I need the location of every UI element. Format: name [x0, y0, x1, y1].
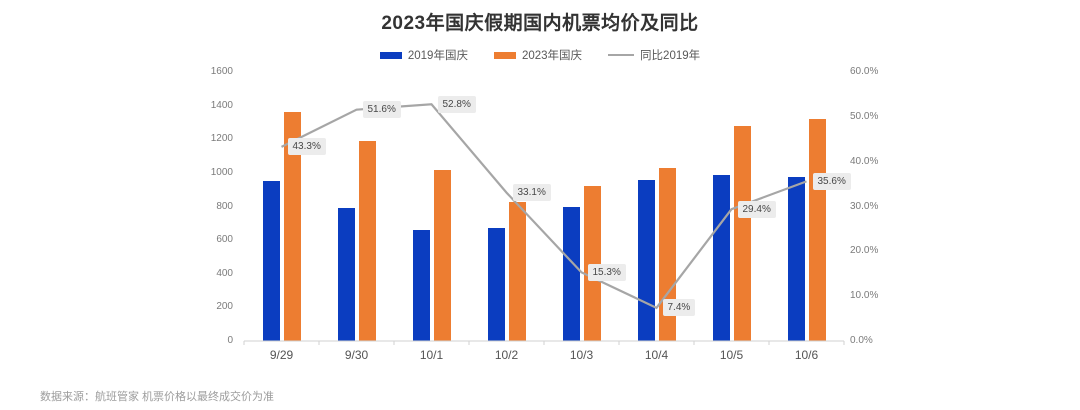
x-axis-category-label: 10/5: [719, 348, 744, 362]
legend: 2019年国庆 2023年国庆 同比2019年: [0, 47, 1080, 63]
bar-2019年国庆-10/1: [412, 230, 430, 341]
y-axis-left-tick-label: 1200: [210, 133, 233, 145]
x-axis-category-label: 9/29: [269, 348, 294, 362]
x-axis-category-label: 10/6: [794, 348, 819, 362]
yoy-data-label: 43.3%: [287, 138, 326, 156]
legend-label-2019: 2019年国庆: [407, 50, 468, 62]
legend-label-2023: 2023年国庆: [521, 50, 583, 62]
y-axis-right-tick-label: 60.0%: [850, 66, 879, 77]
bar-2023年国庆-10/3: [583, 186, 601, 341]
x-axis-category-label: 9/30: [344, 348, 369, 362]
yoy-data-label: 15.3%: [587, 263, 626, 281]
bar-2019年国庆-9/30: [337, 208, 355, 341]
y-axis-left-tick-label: 800: [216, 200, 233, 212]
x-axis-category-label: 10/1: [419, 348, 444, 362]
legend-label-yoy: 同比2019年: [640, 50, 701, 62]
bar-2019年国庆-10/2: [487, 228, 505, 341]
bar-2023年国庆-9/30: [358, 140, 376, 341]
y-axis-right-tick-label: 20.0%: [850, 245, 879, 257]
yoy-data-label: 52.8%: [437, 95, 476, 113]
y-axis-right-tick-label: 30.0%: [850, 200, 879, 212]
yoy-data-label: 29.4%: [737, 200, 776, 218]
y-axis-left-tick-label: 1400: [210, 99, 233, 111]
bar-2019年国庆-10/3: [562, 206, 580, 341]
bar-2023年国庆-10/5: [733, 125, 751, 341]
x-axis-category-label: 10/3: [569, 348, 594, 362]
bar-2023年国庆-10/2: [508, 202, 526, 341]
yoy-data-label: 51.6%: [362, 101, 401, 119]
bar-2023年国庆-10/1: [433, 170, 451, 341]
y-axis-left-tick-label: 1000: [210, 166, 233, 178]
y-axis-right-tick-label: 50.0%: [850, 110, 879, 122]
yoy-trend-line: [281, 103, 807, 310]
y-axis-left-tick-label: 200: [216, 301, 233, 313]
bar-2019年国庆-10/6: [787, 177, 805, 341]
y-axis-right-tick-label: 40.0%: [850, 155, 879, 167]
legend-swatch-2019-icon: [379, 51, 402, 59]
data-source-note: 数据来源：航班管家 机票价格以最终成交价为准: [40, 391, 275, 403]
x-axis-category-label: 10/2: [494, 348, 519, 362]
yoy-data-label: 33.1%: [512, 184, 551, 202]
chart-title: 2023年国庆假期国内机票均价及同比: [381, 13, 699, 34]
yoy-data-label: 7.4%: [662, 299, 696, 317]
legend-swatch-yoy-line-icon: [608, 54, 635, 56]
bar-2019年国庆-9/29: [262, 181, 280, 341]
yoy-data-label: 35.6%: [812, 172, 851, 190]
legend-item-yoy: 同比2019年: [608, 47, 700, 63]
y-axis-right-tick-label: 0.0%: [850, 335, 873, 346]
bar-2023年国庆-9/29: [283, 112, 301, 341]
bar-2023年国庆-10/4: [658, 167, 676, 341]
y-axis-left-tick-label: 1600: [210, 66, 233, 77]
x-axis-line: [243, 340, 845, 345]
legend-item-2019: 2019年国庆: [379, 47, 468, 63]
y-axis-left-tick-label: 400: [216, 267, 233, 279]
y-axis-left-tick-label: 0: [227, 335, 233, 346]
legend-swatch-2023-icon: [493, 51, 516, 59]
y-axis-right-tick-label: 10.0%: [850, 290, 879, 302]
legend-item-2023: 2023年国庆: [493, 47, 583, 63]
x-axis-category-label: 10/4: [644, 348, 669, 362]
y-axis-left-tick-label: 600: [216, 234, 233, 246]
